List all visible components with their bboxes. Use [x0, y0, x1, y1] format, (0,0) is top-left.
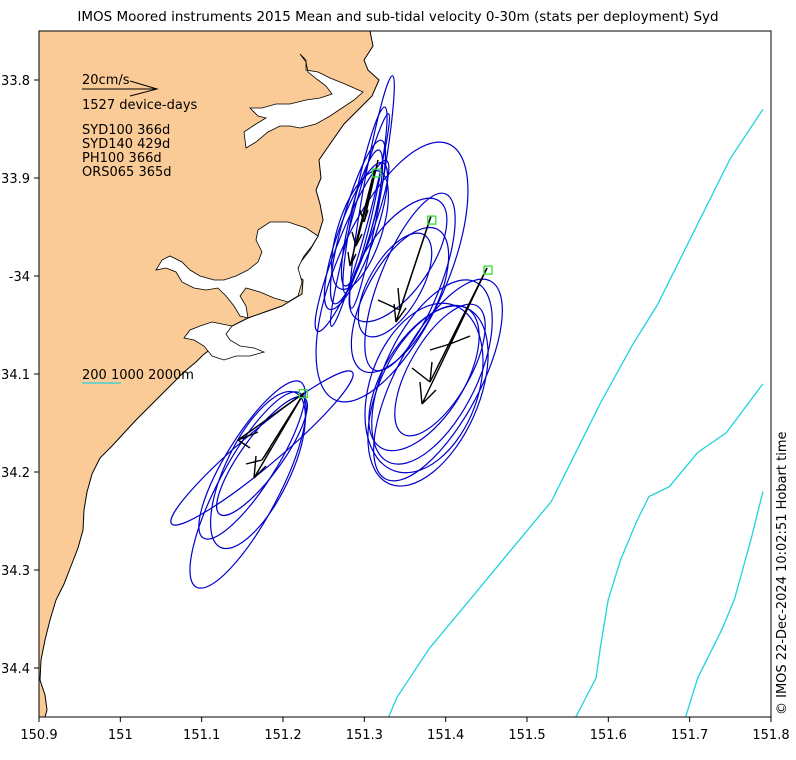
ellipse-ors065	[209, 390, 307, 550]
mooring-markers	[298, 168, 493, 399]
ellipse-ors065	[198, 380, 306, 540]
isobath-1000m	[575, 383, 764, 717]
arrow-ors065	[245, 392, 305, 465]
ellipse-syd140	[367, 305, 489, 487]
y-tick-label: -34	[9, 270, 30, 285]
isobath-lines	[388, 109, 764, 717]
ellipse-ph100	[329, 113, 391, 327]
y-tick-label: 34.1	[1, 368, 30, 383]
isobath-200m	[388, 109, 764, 717]
x-tick-label: 151.7	[671, 728, 708, 743]
x-tick-label: 151.1	[183, 728, 220, 743]
x-axis-ticks: 150.9 151 151.1 151.2 151.3 151.4 151.5 151.6 15…	[20, 717, 790, 743]
x-tick-label: 151.4	[427, 728, 464, 743]
isobath-2000m	[684, 491, 764, 717]
deployment-label: SYD100 366d	[82, 123, 170, 138]
ellipse-ors065	[189, 391, 307, 589]
figure-title: IMOS Moored instruments 2015 Mean and su…	[77, 9, 719, 25]
scale-legend: 20cm/s 1527 device-days SYD100 366d SYD1…	[82, 73, 198, 384]
arrow-ph100	[359, 159, 379, 223]
ellipse-ors065	[170, 370, 354, 526]
x-tick-label: 150.9	[20, 728, 57, 743]
x-tick-label: 151.3	[346, 728, 383, 743]
ellipse-syd100	[315, 141, 469, 403]
isobath-legend-label: 200 1000 2000m	[82, 368, 194, 383]
y-tick-label: 33.8	[1, 74, 30, 89]
arrow-syd140	[429, 267, 488, 351]
map-area	[39, 31, 764, 717]
credit-label: © IMOS 22-Dec-2024 10:02:51 Hobart time	[775, 431, 790, 715]
ellipse-syd100	[348, 197, 448, 323]
deployment-label: ORS065 365d	[82, 165, 172, 180]
y-tick-label: 34.3	[1, 564, 30, 579]
mooring-marker-syd100	[427, 215, 437, 225]
ellipse-syd140	[371, 279, 493, 465]
x-tick-label: 151	[108, 728, 133, 743]
ellipse-syd140	[364, 302, 484, 474]
arrow-syd100	[377, 215, 432, 311]
mean-velocity-arrows	[237, 159, 488, 479]
ellipse-syd100	[364, 192, 456, 372]
y-tick-label: 34.2	[1, 466, 30, 481]
scale-arrow-head	[129, 80, 159, 97]
y-tick-label: 34.4	[1, 662, 30, 677]
deployment-label: PH100 366d	[82, 151, 162, 166]
y-axis-ticks: 33.8 33.9 -34 34.1 34.2 34.3 34.4	[1, 74, 39, 677]
variance-ellipses	[170, 75, 503, 589]
mooring-marker-ph100	[371, 168, 382, 178]
mooring-marker-ors065	[298, 388, 308, 399]
harbour-central	[155, 221, 319, 319]
harbour-south	[183, 321, 266, 361]
deployment-label: SYD140 429d	[82, 137, 170, 152]
ellipse-syd100	[350, 226, 450, 374]
ellipse-ph100	[331, 170, 389, 290]
ellipse-syd100	[357, 232, 433, 338]
ellipse-syd140	[394, 303, 486, 437]
device-days-label: 1527 device-days	[82, 98, 198, 113]
arrow-ors065	[237, 392, 305, 449]
harbour-north	[243, 53, 364, 149]
x-tick-label: 151.5	[508, 728, 545, 743]
arrow-ph100	[347, 171, 375, 267]
y-tick-label: 33.9	[1, 172, 30, 187]
scale-arrow-label: 20cm/s	[82, 73, 130, 88]
ellipse-ph100	[349, 75, 395, 309]
ellipse-syd140	[373, 278, 503, 482]
x-tick-label: 151.2	[264, 728, 301, 743]
mooring-marker-syd140	[483, 265, 493, 275]
x-tick-label: 151.6	[590, 728, 627, 743]
ellipse-ph100	[342, 106, 388, 294]
x-tick-label: 151.8	[752, 728, 789, 743]
